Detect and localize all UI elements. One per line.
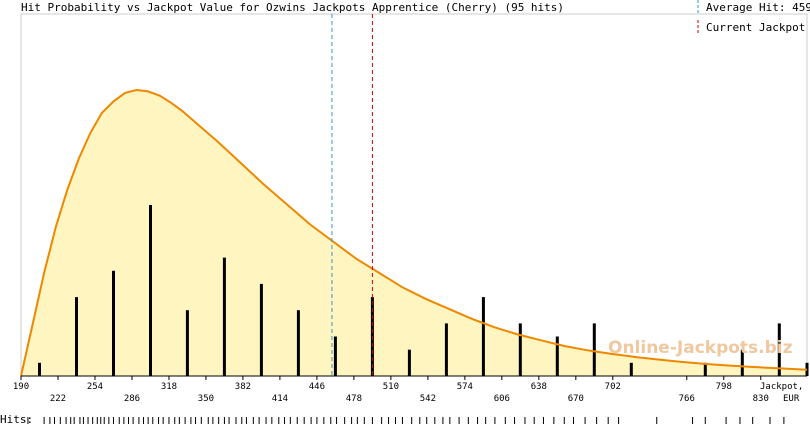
bar-13: [518, 323, 522, 376]
tick-label-upper-8: 702: [605, 382, 621, 392]
bar-11: [444, 323, 448, 376]
distribution-curve: [20, 88, 808, 377]
tick-label-upper-7: 638: [531, 382, 547, 392]
bar-5: [222, 257, 226, 376]
bar-17: [703, 362, 707, 376]
x-axis-label-line1: Jackpot,: [760, 382, 803, 392]
bar-12: [481, 297, 485, 376]
hits-rug: [27, 417, 785, 424]
bar-14: [555, 336, 559, 376]
tick-label-upper-9: 798: [716, 382, 732, 392]
bar-7: [296, 310, 300, 376]
tick-label-upper-3: 382: [235, 382, 251, 392]
bar-1: [75, 297, 78, 376]
tick-label-lower-4: 478: [346, 394, 362, 404]
distribution-area: [21, 90, 807, 376]
tick-label-lower-2: 350: [198, 394, 214, 404]
hits-label: Hits:: [0, 413, 33, 425]
legend-average-hit: Average Hit: 459: [706, 1, 810, 14]
tick-label-lower-1: 286: [124, 394, 140, 404]
tick-label-upper-5: 510: [383, 382, 399, 392]
tick-label-upper-1: 254: [87, 382, 103, 392]
tick-label-upper-0: 190: [13, 382, 29, 392]
bar-3: [149, 205, 152, 376]
tick-label-lower-0: 222: [50, 394, 66, 404]
bar-8: [333, 336, 337, 376]
tick-label-upper-2: 318: [161, 382, 177, 392]
x-axis-label-line2: EUR: [783, 394, 800, 404]
watermark: Online-Jackpots.biz: [608, 338, 793, 358]
tick-label-upper-6: 574: [457, 382, 473, 392]
tick-label-lower-9: 830: [753, 394, 769, 404]
tick-label-upper-4: 446: [309, 382, 325, 392]
bar-15: [592, 323, 596, 376]
bar-10: [407, 349, 411, 376]
bar-19: [777, 323, 781, 376]
tick-label-lower-6: 606: [494, 394, 510, 404]
tick-label-lower-8: 766: [679, 394, 695, 404]
tick-label-lower-7: 670: [568, 394, 584, 404]
tick-label-lower-3: 414: [272, 394, 288, 404]
legend-current-jackpot: Current Jackpot: [706, 21, 805, 34]
bar-4: [185, 310, 189, 376]
bar-6: [259, 283, 263, 376]
x-axis-ticks: 190 254 318 382 446 510 574 638 702 798 222 286 350 4…: [13, 376, 769, 404]
bar-16: [629, 362, 633, 376]
bar-18: [740, 349, 744, 376]
bar-0: [38, 362, 41, 376]
tick-label-lower-5: 542: [420, 394, 436, 404]
chart-title: Hit Probability vs Jackpot Value for Ozw…: [21, 1, 564, 14]
bar-2: [112, 270, 115, 376]
